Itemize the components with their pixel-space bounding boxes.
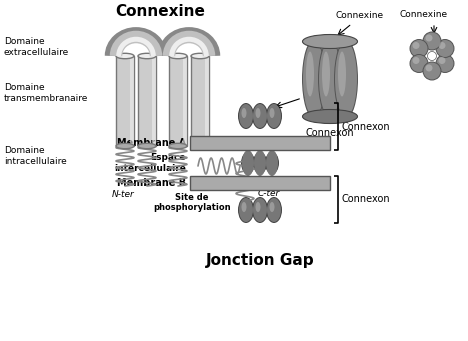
Bar [153, 56, 156, 146]
Ellipse shape [439, 42, 446, 49]
Bar [138, 56, 156, 146]
Ellipse shape [191, 143, 209, 149]
Ellipse shape [439, 57, 446, 64]
Ellipse shape [319, 42, 341, 117]
Ellipse shape [334, 40, 358, 119]
Text: Domaine
extracellulaire: Domaine extracellulaire [4, 37, 69, 57]
Ellipse shape [252, 103, 268, 129]
Ellipse shape [241, 108, 247, 118]
Ellipse shape [306, 51, 314, 97]
Ellipse shape [256, 108, 261, 118]
Ellipse shape [322, 51, 330, 97]
Ellipse shape [412, 42, 419, 49]
Ellipse shape [318, 40, 342, 119]
Ellipse shape [241, 202, 247, 212]
Ellipse shape [410, 39, 429, 58]
Ellipse shape [239, 104, 253, 128]
Ellipse shape [266, 197, 282, 223]
Text: Membrane A: Membrane A [117, 138, 186, 148]
Text: Connexon: Connexon [341, 194, 390, 205]
Bar [116, 56, 120, 146]
Text: Site de
phosphorylation: Site de phosphorylation [153, 193, 231, 212]
Text: Connexon: Connexon [341, 121, 390, 132]
Ellipse shape [238, 103, 254, 129]
Ellipse shape [253, 104, 267, 128]
Text: Espace
intercellulaire: Espace intercellulaire [114, 153, 186, 173]
Bar [138, 56, 142, 146]
Ellipse shape [423, 61, 441, 80]
Bar [191, 56, 196, 146]
Text: Connexon: Connexon [306, 129, 354, 138]
Text: Domaine
intracellulaire: Domaine intracellulaire [4, 146, 67, 166]
Ellipse shape [270, 202, 275, 212]
Ellipse shape [302, 109, 358, 123]
Text: Connexine: Connexine [304, 93, 352, 103]
Ellipse shape [437, 40, 453, 57]
Text: C-ter: C-ter [258, 189, 280, 197]
Ellipse shape [241, 152, 255, 174]
Ellipse shape [303, 42, 325, 117]
Bar [131, 56, 134, 146]
Ellipse shape [425, 34, 432, 42]
Ellipse shape [238, 197, 254, 223]
Ellipse shape [256, 202, 261, 212]
Bar [205, 56, 209, 146]
Ellipse shape [253, 152, 267, 174]
Ellipse shape [425, 64, 432, 72]
Ellipse shape [427, 51, 437, 60]
Ellipse shape [169, 143, 187, 149]
Ellipse shape [242, 150, 254, 176]
Ellipse shape [302, 34, 358, 48]
Text: Jonction Gap: Jonction Gap [206, 253, 314, 268]
Bar [169, 56, 174, 146]
Ellipse shape [116, 53, 134, 59]
Ellipse shape [436, 54, 454, 73]
Ellipse shape [423, 31, 441, 50]
Ellipse shape [138, 53, 156, 59]
Ellipse shape [267, 198, 281, 222]
Ellipse shape [410, 54, 429, 73]
Ellipse shape [338, 51, 346, 97]
Ellipse shape [436, 39, 454, 58]
Ellipse shape [424, 32, 440, 49]
Ellipse shape [252, 197, 268, 223]
Ellipse shape [437, 55, 453, 72]
Ellipse shape [239, 198, 253, 222]
Ellipse shape [270, 108, 275, 118]
Ellipse shape [410, 55, 427, 72]
Ellipse shape [302, 40, 326, 119]
Bar [169, 56, 187, 146]
Ellipse shape [191, 53, 209, 59]
Ellipse shape [138, 143, 156, 149]
Ellipse shape [410, 40, 427, 57]
Text: N-ter: N-ter [112, 190, 134, 199]
Ellipse shape [267, 104, 281, 128]
Bar [183, 56, 187, 146]
Bar [190, 176, 330, 190]
Text: Connexine: Connexine [115, 4, 205, 19]
Bar [116, 56, 134, 146]
Ellipse shape [116, 143, 134, 149]
Ellipse shape [266, 150, 278, 176]
Ellipse shape [253, 198, 267, 222]
Text: Membrane B: Membrane B [117, 178, 186, 188]
Bar [190, 136, 330, 150]
Ellipse shape [254, 150, 266, 176]
Ellipse shape [412, 57, 419, 64]
Bar [191, 56, 209, 146]
Text: Connexine: Connexine [400, 10, 448, 19]
Text: Domaine
transmembranaire: Domaine transmembranaire [4, 83, 88, 103]
Ellipse shape [169, 53, 187, 59]
Ellipse shape [265, 152, 279, 174]
Ellipse shape [266, 103, 282, 129]
Ellipse shape [424, 62, 440, 79]
Text: Connexine: Connexine [336, 11, 384, 19]
Ellipse shape [335, 42, 357, 117]
